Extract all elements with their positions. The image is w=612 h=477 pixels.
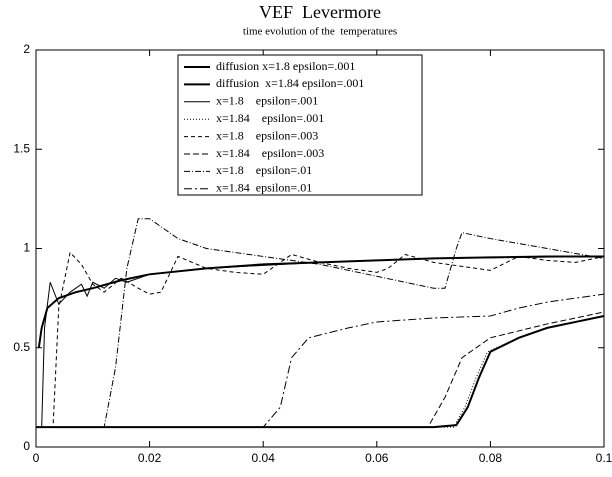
y-tick-label: 1.5 xyxy=(13,141,30,155)
series-line xyxy=(36,315,605,428)
chart-title: VEF Levermore xyxy=(259,2,381,22)
series-line xyxy=(37,255,604,348)
y-tick-label: 2 xyxy=(23,42,30,56)
chart-subtitle: time evolution of the temperatures xyxy=(243,26,397,38)
series-line xyxy=(36,255,605,428)
legend-label: x=1.84 epsilon=.001 xyxy=(216,111,324,125)
y-tick-label: 0 xyxy=(23,439,30,453)
x-tick-label: 0.02 xyxy=(138,451,162,465)
x-tick-label: 0.08 xyxy=(479,451,503,465)
x-tick-label: 0 xyxy=(33,451,40,465)
x-tick-label: 0.04 xyxy=(252,451,276,465)
legend-label: x=1.84 epsilon=.003 xyxy=(216,146,324,160)
series-line xyxy=(36,311,605,428)
legend-label: x=1.8 epsilon=.003 xyxy=(216,128,318,142)
legend-label: diffusion x=1.8 epsilon=.001 xyxy=(216,59,355,73)
y-tick-label: 1 xyxy=(23,241,30,255)
series-line xyxy=(36,293,605,428)
legend-label: x=1.8 epsilon=.001 xyxy=(216,94,318,108)
series-line xyxy=(36,315,605,429)
series-line xyxy=(36,251,605,428)
legend-label: x=1.8 epsilon=.01 xyxy=(216,163,312,177)
series-line xyxy=(36,218,605,428)
y-tick-label: 0.5 xyxy=(13,340,30,354)
x-tick-label: 0.06 xyxy=(365,451,389,465)
legend-box xyxy=(177,54,423,196)
legend-label: x=1.84 epsilon=.01 xyxy=(216,181,312,195)
legend-label: diffusion x=1.84 epsilon=.001 xyxy=(216,76,364,90)
x-tick-label: 0.1 xyxy=(596,451,612,465)
